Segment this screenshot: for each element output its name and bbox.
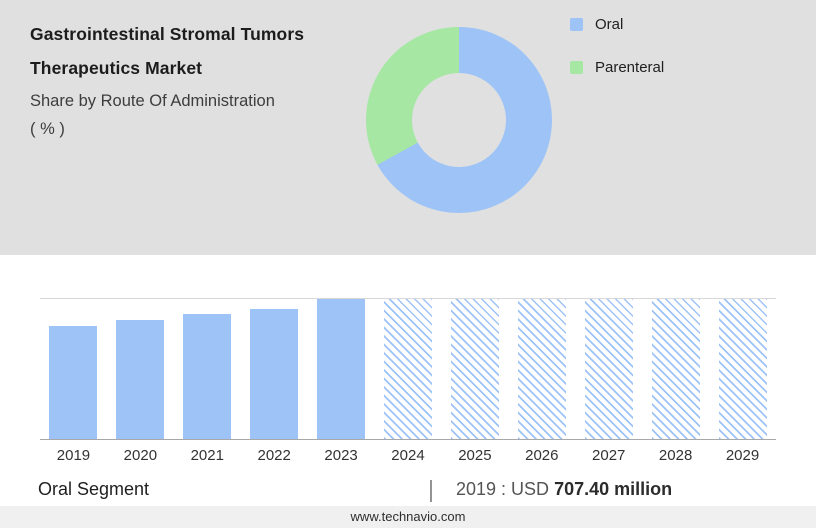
historic-bar	[183, 314, 232, 439]
bar-column	[508, 299, 575, 439]
market-value: 2019 : USD 707.40 million	[456, 479, 672, 500]
bar-plot	[40, 298, 776, 440]
year-label: 2022	[257, 447, 291, 464]
historic-bar	[250, 308, 299, 439]
forecast-bar	[718, 299, 767, 439]
page-title-line2: Therapeutics Market	[30, 58, 203, 78]
donut-chart	[366, 27, 552, 213]
footer-row: Oral Segment | 2019 : USD 707.40 million	[0, 476, 816, 506]
page-subtitle-line1: Share by Route Of Administration	[30, 92, 275, 110]
historic-bar	[317, 299, 366, 439]
historic-bar	[49, 325, 98, 439]
bar-column	[308, 299, 375, 439]
year-label: 2021	[190, 447, 224, 464]
bar-column	[575, 299, 642, 439]
forecast-bar	[517, 299, 566, 439]
website-url: www.technavio.com	[350, 509, 466, 524]
market-value-amount: 707.40 million	[554, 479, 673, 499]
year-label: 2029	[725, 447, 760, 464]
page-subtitle-line2: ( % )	[30, 120, 65, 138]
title-block: Gastrointestinal Stromal Tumors Therapeu…	[30, 24, 370, 148]
legend-label-parenteral: Parenteral	[595, 59, 665, 76]
year-label: 2024	[391, 447, 425, 464]
segment-label: Oral Segment	[38, 479, 150, 499]
market-value-prefix: 2019 : USD	[456, 479, 550, 499]
footer-separator: |	[428, 476, 434, 502]
chart-legend: Oral Parenteral	[570, 16, 664, 102]
forecast-bar	[383, 299, 432, 439]
historic-bar	[116, 320, 165, 439]
bar-labels: 2019 2020 2021 2022 2023 2024 2025 2026 2027 2028…	[40, 447, 776, 464]
pie-chart-section: Gastrointestinal Stromal Tumors Therapeu…	[0, 0, 816, 255]
bar-column	[441, 299, 508, 439]
website-strip: www.technavio.com	[0, 506, 816, 528]
forecast-bar	[584, 299, 633, 439]
legend-label-oral: Oral	[595, 16, 624, 33]
year-label: 2025	[458, 447, 492, 464]
bar-column	[642, 299, 709, 439]
legend-item-oral: Oral	[570, 16, 664, 33]
bar-column	[107, 299, 174, 439]
page-title-line1: Gastrointestinal Stromal Tumors	[30, 24, 305, 44]
parenteral-swatch	[570, 61, 583, 74]
oral-swatch	[570, 18, 583, 31]
bar-chart-section: 2019 2020 2021 2022 2023 2024 2025 2026 2027 2028…	[0, 255, 816, 528]
forecast-bar	[651, 299, 700, 439]
bar-column	[709, 299, 776, 439]
bar-column	[241, 299, 308, 439]
year-label: 2023	[324, 447, 358, 464]
bar-column	[375, 299, 442, 439]
donut-hole	[412, 73, 506, 167]
year-label: 2019	[56, 447, 91, 464]
bar-column	[174, 299, 241, 439]
year-label: 2026	[525, 447, 559, 464]
year-label: 2028	[658, 447, 693, 464]
bar-column	[40, 299, 107, 439]
year-label: 2027	[592, 447, 626, 464]
legend-item-parenteral: Parenteral	[570, 59, 664, 76]
forecast-bar	[450, 299, 499, 439]
year-label: 2020	[123, 447, 158, 464]
